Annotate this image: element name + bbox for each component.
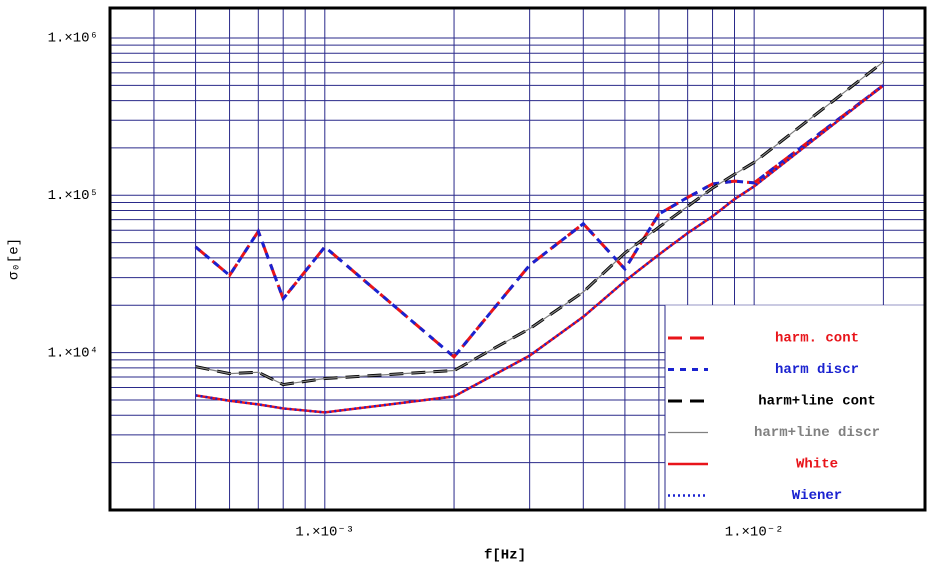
legend-label: harm. cont [775,331,859,347]
y-axis-label: σ₀[e] [7,238,23,280]
legend: harm. cont harm discr harm+line cont harm+l… [664,305,925,510]
legend-label: White [796,457,838,473]
y-tick-label: 1.×10⁴ [48,345,98,361]
series-line [195,61,884,386]
legend-box [665,305,925,510]
series-line [195,84,885,414]
legend-label: Wiener [792,488,842,504]
legend-label: harm discr [775,362,859,378]
plot-frame [108,6,927,512]
x-tick-label: 1.×10⁻³ [295,525,354,541]
y-tick-label: 1.×10⁵ [48,188,98,204]
series-line [194,84,885,360]
x-axis-label: f[Hz] [484,548,526,564]
legend-label: harm+line discr [754,425,880,441]
x-tick-label: 1.×10⁻² [725,525,784,541]
y-tick-label: 1.×10⁶ [48,31,98,47]
legend-label: harm+line cont [758,394,876,410]
